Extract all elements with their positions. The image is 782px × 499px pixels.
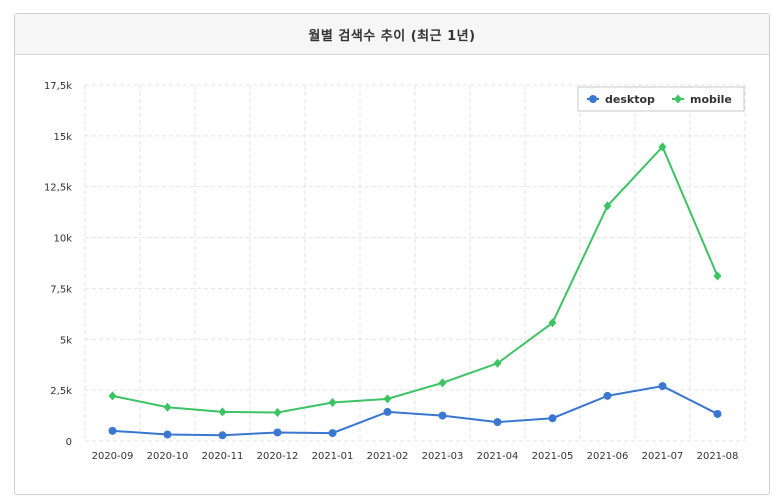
desktop-point[interactable] (548, 414, 557, 423)
mobile-point[interactable] (163, 402, 172, 412)
x-tick-label: 2020-10 (147, 451, 189, 462)
x-tick-label: 2021-06 (587, 451, 629, 462)
mobile-point[interactable] (658, 142, 667, 152)
x-tick-label: 2021-08 (697, 451, 739, 462)
mobile-point[interactable] (218, 407, 227, 417)
y-tick-label: 12,5k (44, 183, 72, 194)
mobile-point[interactable] (603, 201, 612, 211)
panel-header: 월별 검색수 추이 (최근 1년) (15, 14, 769, 55)
desktop-point[interactable] (218, 431, 227, 440)
desktop-series-line (112, 385, 718, 437)
y-tick-label: 15k (53, 132, 72, 143)
y-tick-label: 5k (60, 335, 72, 346)
mobile-series-line (112, 145, 719, 414)
mobile-point[interactable] (328, 398, 337, 408)
desktop-point[interactable] (108, 426, 117, 435)
desktop-point[interactable] (658, 382, 667, 391)
desktop-point[interactable] (493, 418, 502, 427)
mobile-point[interactable] (548, 318, 557, 328)
desktop-point[interactable] (438, 411, 447, 420)
x-tick-label: 2021-02 (367, 451, 409, 462)
x-tick-label: 2020-11 (202, 451, 244, 462)
legend-marker-desktop[interactable] (589, 95, 597, 103)
mobile-point[interactable] (713, 271, 722, 281)
panel-title: 월별 검색수 추이 (최근 1년) (308, 28, 476, 44)
x-tick-label: 2020-09 (92, 451, 134, 462)
legend-marker-mobile[interactable] (674, 94, 682, 104)
y-tick-label: 7,5k (50, 284, 72, 295)
legend-label-mobile[interactable]: mobile (690, 93, 732, 106)
x-tick-label: 2021-03 (422, 451, 464, 462)
mobile-point[interactable] (273, 408, 282, 418)
y-tick-label: 0 (66, 437, 72, 448)
x-tick-label: 2021-05 (532, 451, 574, 462)
desktop-point[interactable] (163, 430, 172, 439)
y-tick-label: 2,5k (50, 386, 72, 397)
desktop-point[interactable] (713, 409, 722, 418)
y-tick-label: 10k (53, 234, 72, 245)
x-tick-label: 2021-07 (642, 451, 684, 462)
mobile-point[interactable] (438, 378, 447, 388)
y-tick-label: 17,5k (44, 81, 72, 92)
desktop-point[interactable] (603, 391, 612, 400)
mobile-point[interactable] (383, 394, 392, 404)
desktop-point[interactable] (328, 429, 337, 438)
mobile-point[interactable] (108, 391, 117, 401)
legend-label-desktop[interactable]: desktop (605, 93, 655, 106)
x-tick-label: 2021-04 (477, 451, 519, 462)
legend-box (577, 86, 745, 112)
x-tick-label: 2021-01 (312, 451, 354, 462)
desktop-point[interactable] (383, 407, 392, 416)
mobile-point[interactable] (493, 358, 502, 368)
desktop-point[interactable] (273, 428, 282, 437)
x-tick-label: 2020-12 (257, 451, 299, 462)
